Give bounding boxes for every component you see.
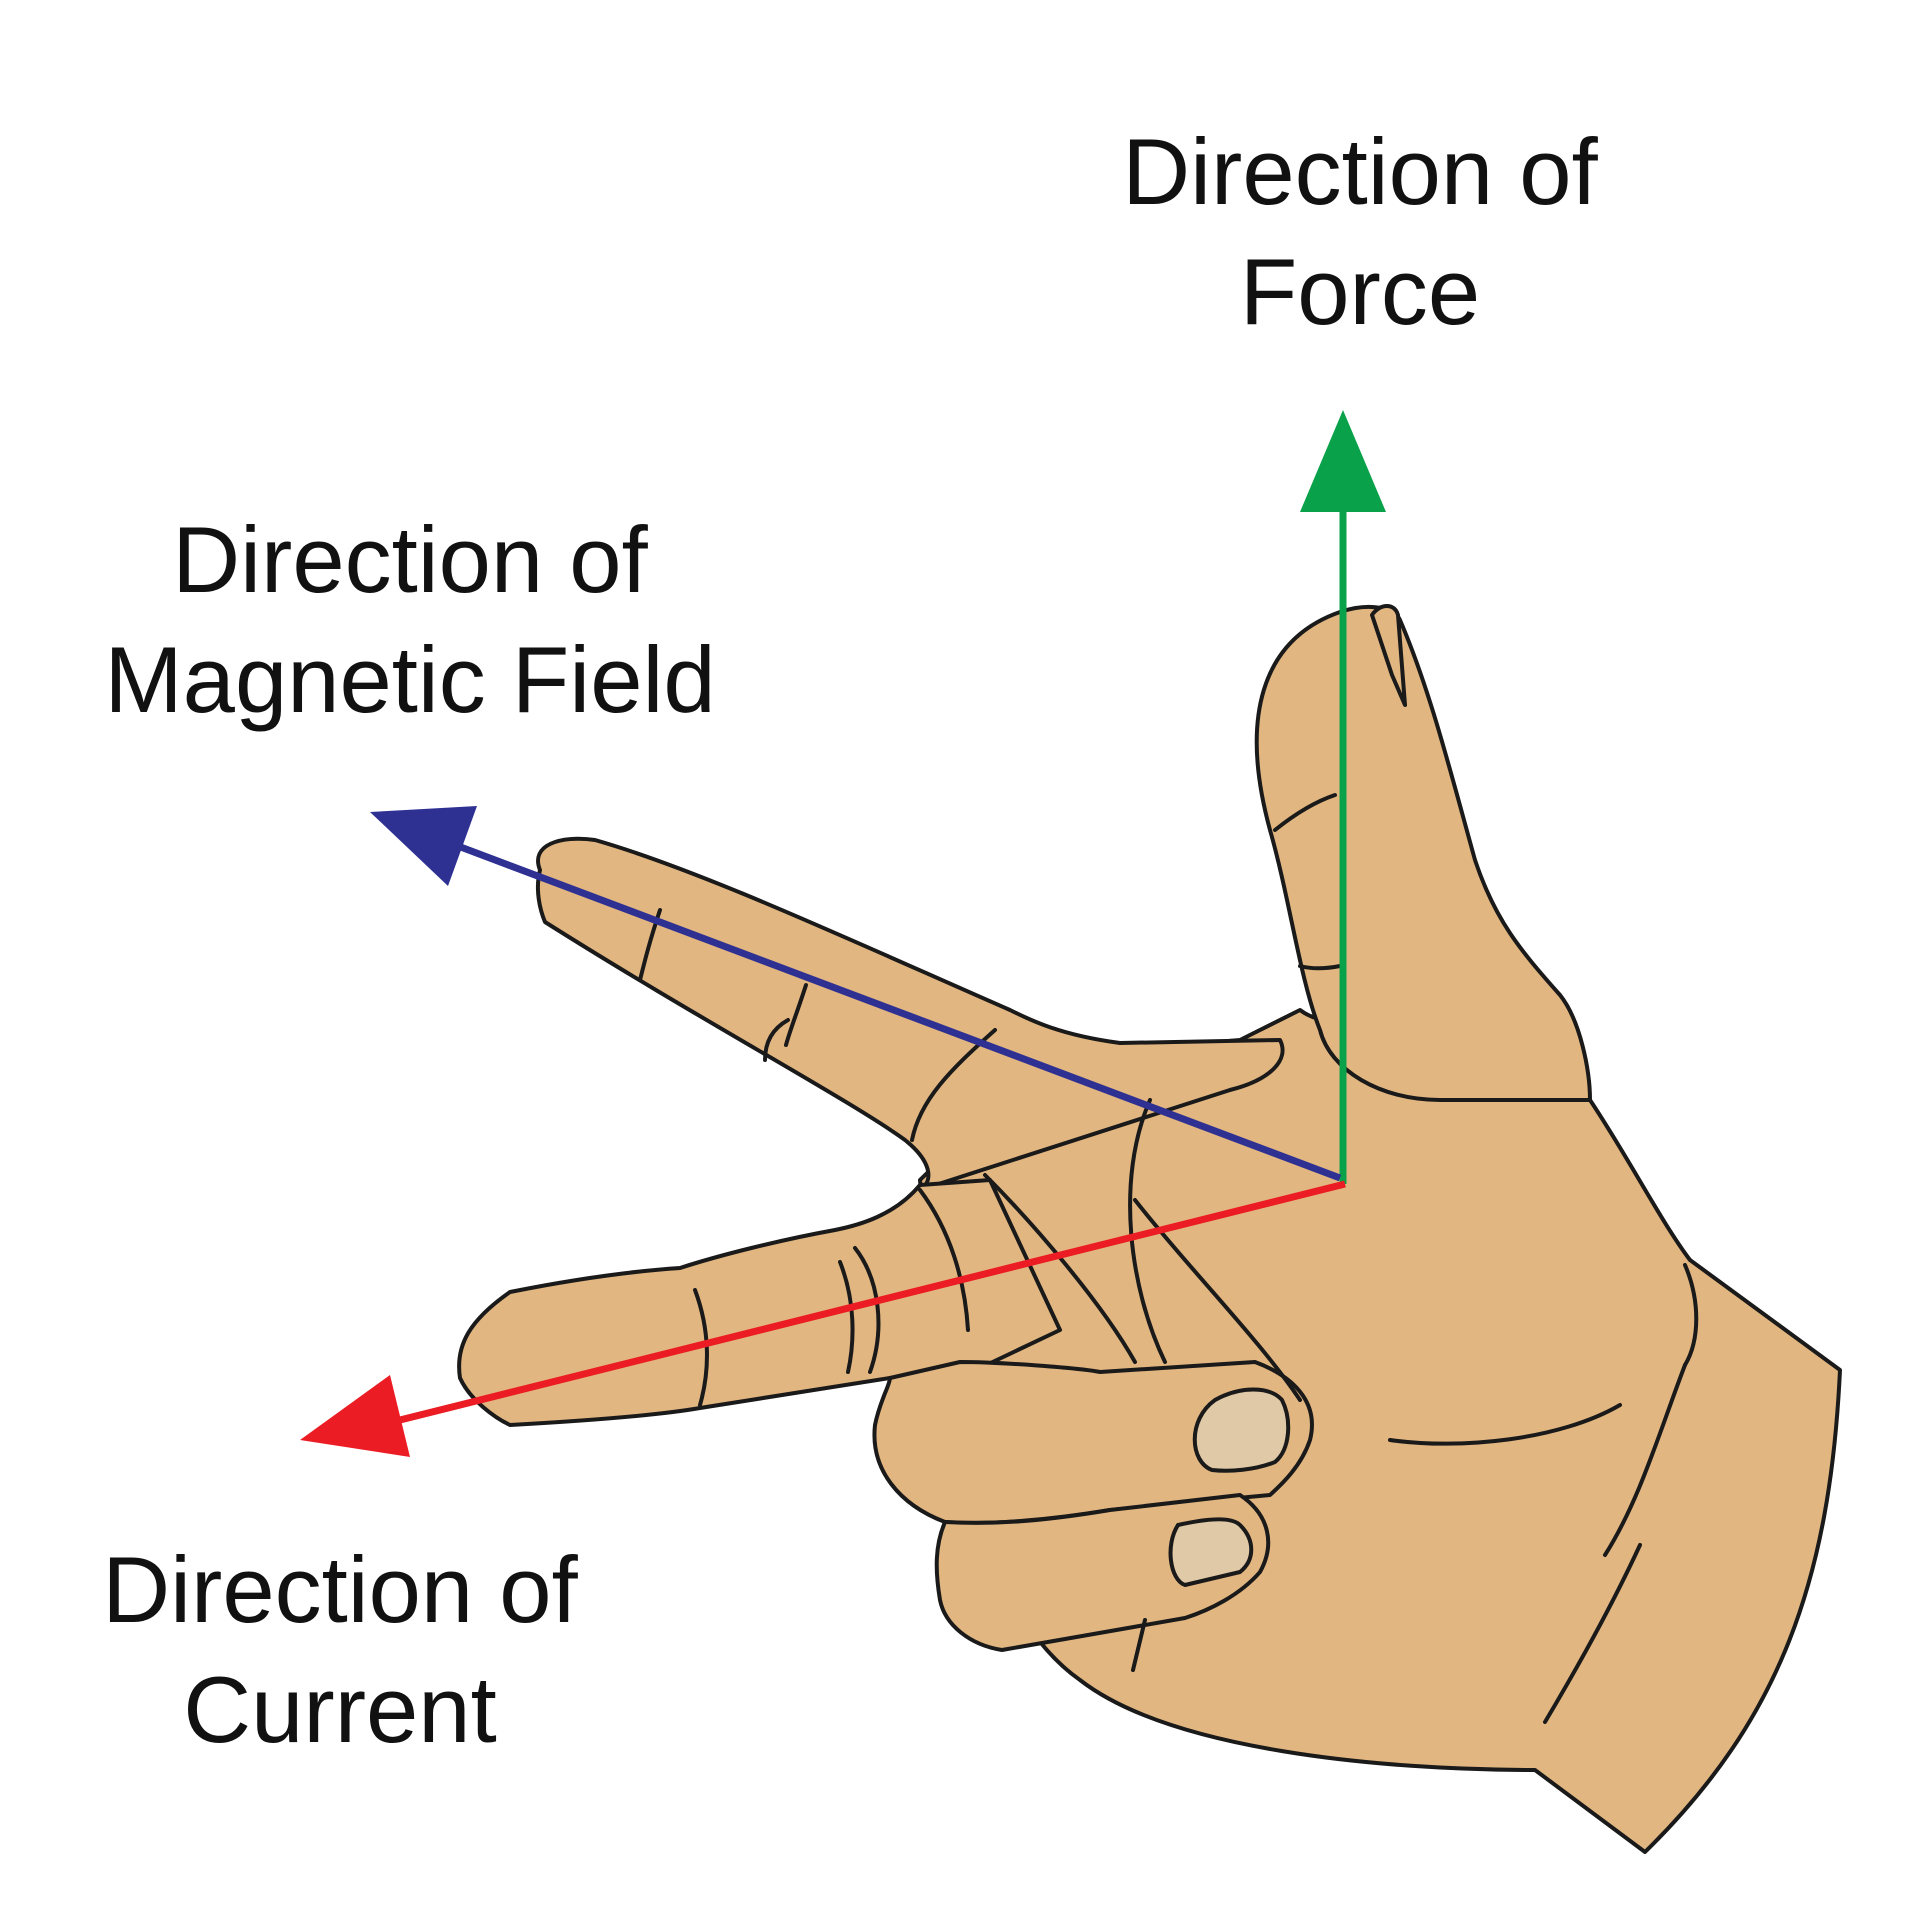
arrow-up-icon	[1300, 410, 1386, 1184]
middle-crease	[853, 1246, 881, 1374]
current-arrow-head	[300, 1375, 410, 1457]
arrow-up-left-icon	[370, 806, 1342, 1182]
index-crease	[763, 1018, 790, 1062]
middle-crease	[693, 1288, 709, 1407]
field-label-line1: Direction of	[172, 507, 648, 612]
palm-crease	[1131, 1618, 1147, 1672]
arrow-down-left-icon	[300, 1180, 1346, 1457]
current-label-line1: Direction of	[102, 1537, 578, 1642]
palm-crease	[1133, 1198, 1302, 1402]
middle-finger	[457, 1178, 1062, 1427]
force-label-line1: Direction of	[1122, 119, 1598, 224]
field-arrow-shaft	[448, 839, 1342, 1182]
palm	[918, 948, 1842, 1854]
middle-crease	[838, 1260, 855, 1374]
thumb-crease	[1298, 964, 1342, 971]
index-crease	[784, 983, 808, 1047]
thumb-crease	[1273, 793, 1337, 832]
magnetic-field-label: Direction of Magnetic Field	[60, 500, 760, 740]
current-arrow-shaft	[379, 1180, 1346, 1429]
little-nail	[1168, 1517, 1254, 1587]
ring-nail	[1192, 1387, 1291, 1473]
current-label-line2: Current	[183, 1657, 497, 1762]
palm-crease	[1603, 1363, 1687, 1557]
palm-crease	[1683, 1263, 1699, 1367]
force-arrow-head	[1300, 410, 1386, 512]
force-label-line2: Force	[1239, 239, 1481, 344]
left-hand-icon	[457, 604, 1842, 1854]
thumb-nail	[1370, 604, 1407, 707]
palm-crease	[983, 1173, 1137, 1364]
knuckle-crease	[918, 1188, 970, 1332]
current-label: Direction of Current	[40, 1530, 640, 1770]
palm-crease	[1388, 1403, 1622, 1446]
field-arrow-head	[370, 806, 477, 886]
field-label-line2: Magnetic Field	[104, 627, 716, 732]
palm-crease	[1543, 1543, 1642, 1724]
force-label: Direction of Force	[1060, 112, 1660, 352]
